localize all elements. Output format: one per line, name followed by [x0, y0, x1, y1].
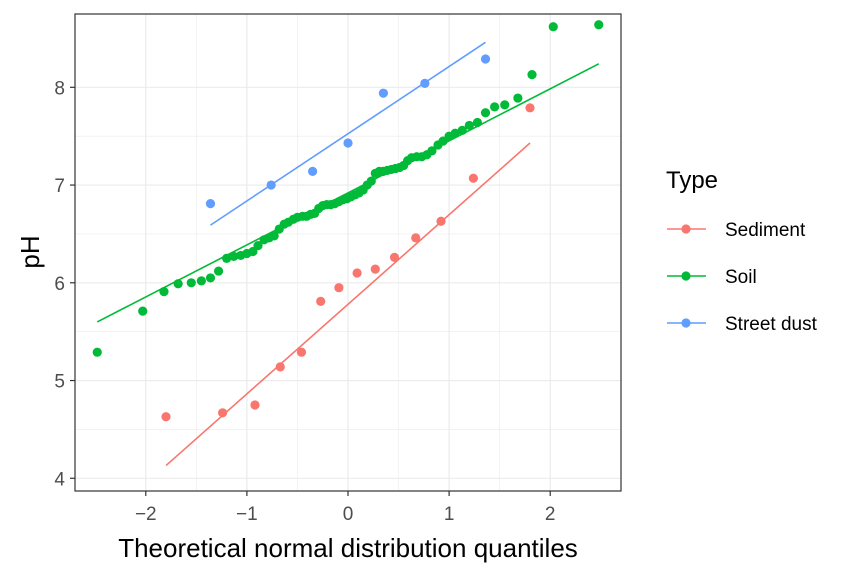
- y-tick-label: 8: [54, 78, 65, 99]
- point-sediment: [275, 362, 285, 372]
- y-axis-label: pH: [15, 235, 45, 268]
- legend-item-sediment: Sediment: [667, 220, 806, 241]
- legend-label: Soil: [725, 267, 757, 288]
- data-points: [92, 20, 604, 422]
- point-soil: [527, 70, 537, 80]
- fit-line-street-dust: [210, 41, 486, 226]
- point-sediment: [296, 347, 307, 357]
- legend: Type Sediment Soil Street dust: [666, 167, 818, 335]
- point-soil: [92, 347, 102, 357]
- y-tick-label: 7: [54, 176, 65, 197]
- point-street-dust: [420, 78, 430, 88]
- y-tick-label: 4: [54, 469, 65, 490]
- legend-label: Sediment: [725, 220, 806, 241]
- point-sediment: [436, 216, 446, 226]
- point-sediment: [370, 264, 380, 274]
- x-axis-label: Theoretical normal distribution quantile…: [118, 533, 578, 563]
- point-soil: [173, 279, 183, 289]
- legend-key-point: [681, 224, 691, 234]
- point-soil: [253, 241, 263, 251]
- fit-line-soil: [96, 63, 600, 323]
- point-soil: [229, 251, 239, 262]
- point-soil: [427, 146, 437, 156]
- point-soil: [186, 278, 196, 288]
- point-soil: [138, 306, 148, 316]
- legend-label: Street dust: [725, 314, 818, 335]
- point-street-dust: [205, 199, 216, 209]
- point-soil: [500, 100, 510, 110]
- y-tick-label: 6: [54, 274, 65, 295]
- point-soil: [159, 286, 169, 297]
- point-soil: [490, 102, 500, 112]
- point-sediment: [161, 412, 171, 422]
- point-sediment: [352, 268, 362, 278]
- x-tick-label: 0: [343, 504, 354, 525]
- point-street-dust: [308, 166, 318, 176]
- legend-item-soil: Soil: [667, 267, 757, 288]
- x-tick-label: 1: [444, 504, 455, 525]
- point-soil: [222, 253, 232, 263]
- point-street-dust: [266, 180, 276, 190]
- x-tick-label: −1: [236, 504, 258, 525]
- x-tick-label: 2: [545, 504, 556, 525]
- legend-title: Type: [666, 167, 718, 194]
- point-soil: [457, 125, 467, 135]
- point-street-dust: [378, 88, 388, 98]
- point-soil: [594, 20, 604, 30]
- point-sediment: [316, 296, 326, 306]
- x-axis: −2 −1 0 1 2: [135, 491, 556, 525]
- legend-key-point: [681, 271, 691, 281]
- point-soil: [450, 128, 460, 138]
- point-soil: [548, 22, 558, 32]
- point-soil: [205, 273, 216, 283]
- legend-item-street-dust: Street dust: [667, 314, 818, 335]
- y-tick-label: 5: [54, 372, 65, 393]
- point-sediment: [468, 173, 478, 183]
- x-tick-label: −2: [135, 504, 157, 525]
- point-soil: [472, 117, 483, 128]
- point-sediment: [411, 233, 421, 243]
- point-sediment: [334, 283, 344, 293]
- point-soil: [464, 120, 474, 131]
- point-soil: [366, 176, 376, 186]
- point-soil: [213, 266, 224, 276]
- point-street-dust: [480, 54, 491, 64]
- point-street-dust: [343, 138, 353, 148]
- point-sediment: [250, 400, 260, 410]
- point-sediment: [218, 408, 228, 418]
- y-axis: 4 5 6 7 8: [54, 78, 75, 490]
- point-soil: [513, 93, 523, 103]
- point-soil: [269, 231, 279, 241]
- point-sediment: [389, 252, 400, 262]
- legend-key-point: [681, 318, 691, 328]
- point-sediment: [525, 103, 535, 113]
- point-soil: [480, 108, 491, 118]
- point-soil: [196, 276, 206, 286]
